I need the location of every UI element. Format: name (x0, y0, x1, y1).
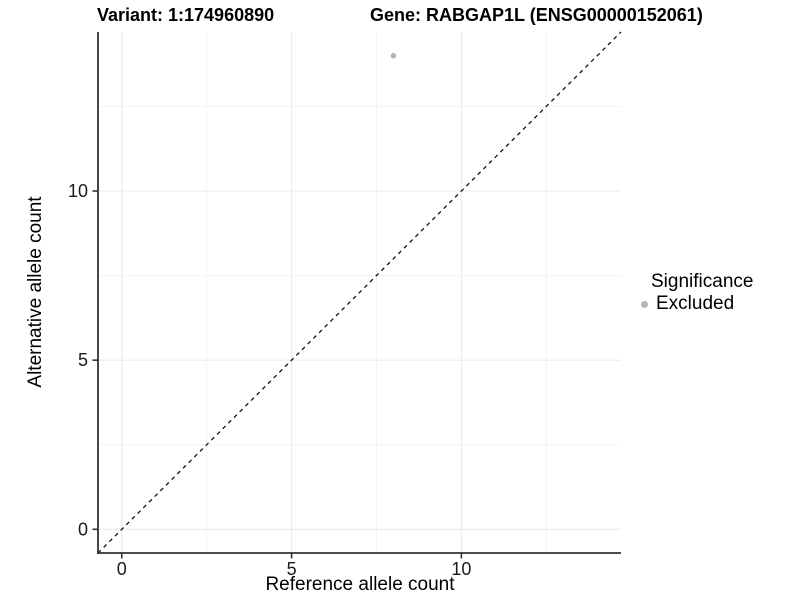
data-point (390, 52, 397, 59)
legend-point-icon (641, 300, 648, 308)
x-tick-label: 10 (451, 559, 471, 579)
plot-title-variant: Variant: 1:174960890 (97, 5, 275, 25)
legend-item-label: Excluded (656, 293, 735, 314)
y-tick-label: 10 (68, 181, 88, 201)
plot-title-gene: Gene: RABGAP1L (ENSG00000152061) (370, 5, 703, 25)
y-tick-label: 5 (78, 350, 88, 370)
x-tick-label: 0 (117, 559, 127, 579)
legend-title: Significance (651, 271, 754, 292)
x-tick-label: 5 (287, 559, 297, 579)
legend-item-excluded: Excluded (641, 293, 753, 315)
identity-line (97, 31, 622, 554)
x-axis-title: Reference allele count (265, 574, 455, 595)
y-tick-label: 0 (78, 519, 88, 539)
legend: Significance Excluded (641, 271, 753, 315)
